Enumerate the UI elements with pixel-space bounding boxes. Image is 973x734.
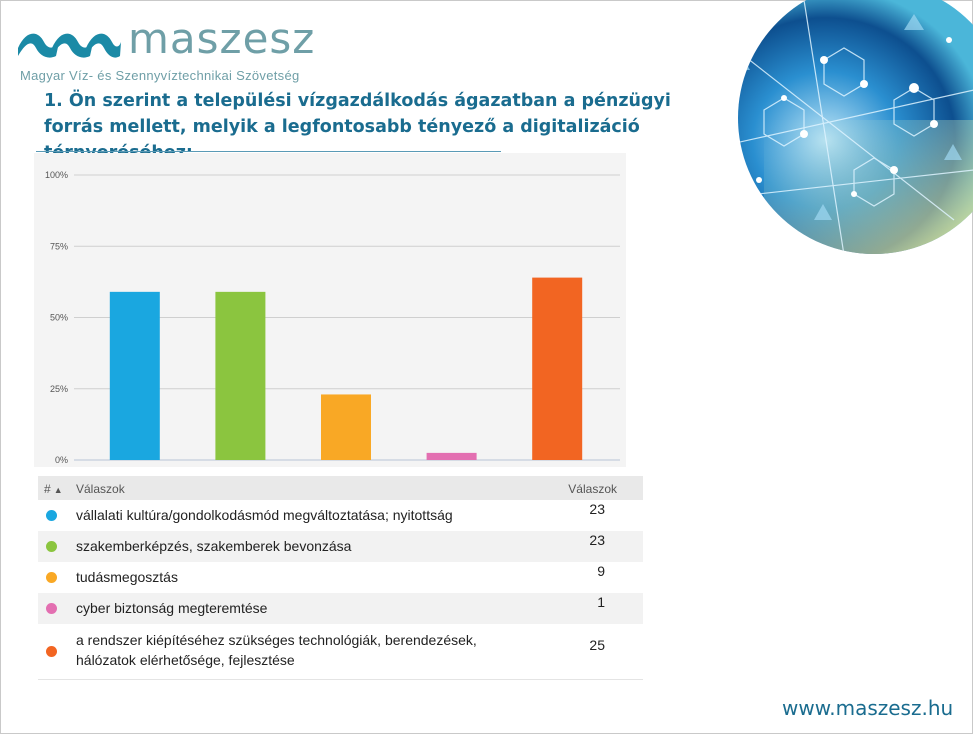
row-count: 25 xyxy=(589,637,605,653)
answers-table: # ▲ Válaszok Válaszok vállalati kultúra/g… xyxy=(38,476,643,680)
y-tick-label: 100% xyxy=(45,170,68,180)
answers-header[interactable]: Válaszok xyxy=(76,482,125,496)
row-count: 1 xyxy=(597,594,605,610)
bar[interactable] xyxy=(109,291,160,460)
bar[interactable] xyxy=(532,277,583,460)
title-divider xyxy=(36,151,501,152)
bar[interactable] xyxy=(215,291,266,460)
bar-chart-svg: 0% 25% 50% 75% 100% xyxy=(45,170,620,465)
blue-series-dot-icon xyxy=(46,510,57,521)
row-label: a rendszer kiépítéséhez szükséges techno… xyxy=(76,632,477,668)
y-tick-label: 50% xyxy=(50,313,68,323)
row-label: szakemberképzés, szakemberek bevonzása xyxy=(76,538,352,554)
row-label: cyber biztonság megteremtése xyxy=(76,600,268,616)
bar[interactable] xyxy=(321,394,371,460)
green-series-dot-icon xyxy=(46,541,57,552)
table-bottom-rule xyxy=(38,679,643,680)
table-row: szakemberképzés, szakemberek bevonzása 2… xyxy=(38,531,643,562)
brand-name: maszesz xyxy=(128,14,316,63)
website-link[interactable]: www.maszesz.hu xyxy=(782,696,954,720)
table-row: tudásmegosztás 9 xyxy=(38,562,643,593)
table-header: # ▲ Válaszok Válaszok xyxy=(38,476,643,500)
row-count: 23 xyxy=(589,501,605,517)
bar-chart: 0% 25% 50% 75% 100% xyxy=(34,153,626,467)
y-tick-label: 0% xyxy=(55,455,68,465)
yellow-series-dot-icon xyxy=(46,572,57,583)
hash-header-label: # xyxy=(44,482,51,496)
digital-network-decoration-image xyxy=(738,0,973,254)
sort-ascending-icon[interactable]: ▲ xyxy=(53,485,63,495)
orange-series-dot-icon xyxy=(46,646,57,657)
y-tick-label: 75% xyxy=(50,241,68,251)
brand-subtitle: Magyar Víz- és Szennyvíztechnikai Szövet… xyxy=(20,68,300,83)
row-label: vállalati kultúra/gondolkodásmód megvált… xyxy=(76,507,453,523)
sort-by-number-header[interactable]: # ▲ xyxy=(44,482,63,496)
table-row: cyber biztonság megteremtése 1 xyxy=(38,593,643,624)
bar[interactable] xyxy=(426,452,477,460)
table-row: vállalati kultúra/gondolkodásmód megvált… xyxy=(38,500,643,531)
answer-count-header[interactable]: Válaszok xyxy=(568,482,617,496)
y-tick-label: 25% xyxy=(50,384,68,394)
row-count: 9 xyxy=(597,563,605,579)
table-row: a rendszer kiépítéséhez szükséges techno… xyxy=(38,624,643,679)
row-label: tudásmegosztás xyxy=(76,569,178,585)
pink-series-dot-icon xyxy=(46,603,57,614)
maszesz-wave-logo-icon xyxy=(18,33,121,58)
row-count: 23 xyxy=(589,532,605,548)
